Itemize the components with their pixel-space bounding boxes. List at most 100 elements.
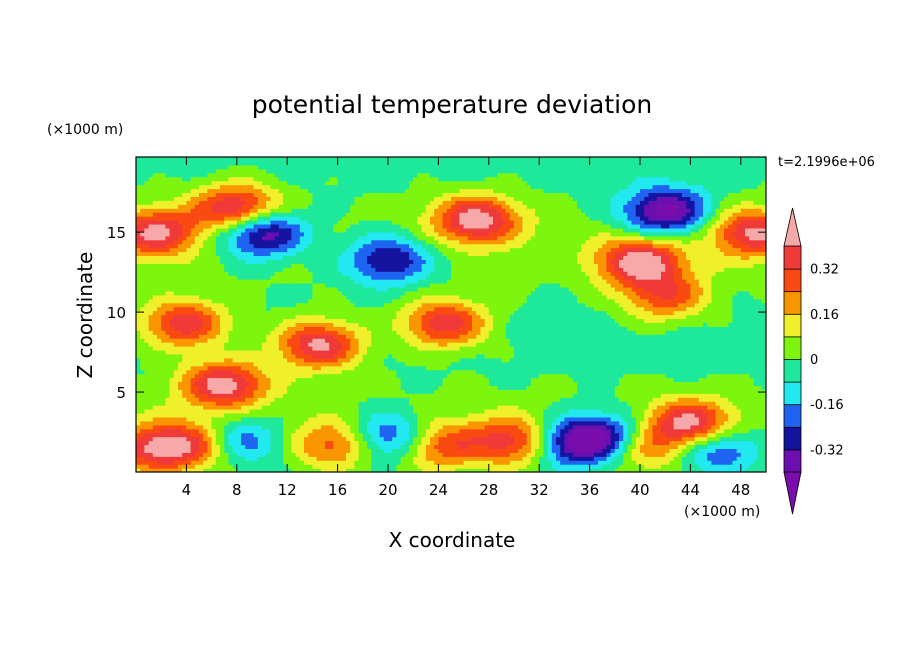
contour-cell [694, 389, 700, 394]
contour-cell [278, 401, 284, 406]
contour-cell [690, 353, 696, 359]
contour-cell [203, 373, 208, 379]
contour-cell [148, 432, 154, 438]
contour-cell [413, 381, 418, 386]
contour-cell [619, 436, 624, 442]
contour-cell [446, 393, 452, 398]
contour-cell [396, 424, 402, 430]
contour-cell [312, 357, 318, 363]
contour-cell [577, 393, 582, 398]
contour-cell [724, 401, 729, 406]
contour-cell [341, 424, 347, 430]
contour-cell [350, 349, 355, 355]
contour-cell [404, 440, 410, 446]
contour-cell [518, 377, 523, 383]
contour-cell [522, 401, 528, 406]
contour-cell [451, 377, 456, 383]
contour-cell [383, 409, 389, 414]
contour-cell [476, 440, 481, 446]
contour-cell [337, 389, 343, 394]
contour-cell [560, 440, 565, 446]
contour-cell [186, 377, 192, 383]
contour-cell [207, 420, 213, 426]
contour-cell [459, 440, 465, 446]
contour-cell [602, 381, 607, 386]
contour-cell [480, 373, 486, 379]
contour-cell [278, 420, 284, 426]
contour-cell [593, 424, 599, 430]
contour-cell [148, 468, 154, 472]
contour-cell [484, 409, 490, 414]
contour-cell [585, 444, 591, 449]
contour-cell [413, 405, 418, 410]
contour-cell [446, 409, 452, 414]
contour-cell [585, 349, 591, 355]
contour-cell [241, 397, 246, 402]
contour-cell [749, 428, 754, 434]
contour-cell [388, 381, 393, 386]
contour-cell [472, 353, 477, 359]
contour-cell [312, 401, 318, 406]
contour-cell [409, 444, 414, 449]
contour-cell [220, 397, 225, 402]
contour-cell [173, 353, 179, 359]
contour-cell [745, 460, 750, 465]
contour-cell [715, 385, 721, 390]
contour-cell [308, 452, 313, 457]
contour-cell [526, 409, 532, 414]
contour-cell [715, 412, 721, 418]
contour-cell [144, 468, 150, 472]
contour-cell [656, 381, 662, 386]
contour-cell [194, 397, 200, 402]
contour-cell [724, 432, 729, 438]
contour-cell [438, 365, 444, 371]
contour-cell [375, 342, 381, 347]
contour-cell [656, 452, 662, 457]
contour-cell [749, 412, 754, 418]
contour-cell [539, 428, 544, 434]
contour-cell [522, 369, 528, 375]
contour-cell [476, 432, 481, 438]
contour-cell [451, 401, 456, 406]
contour-cell [245, 365, 250, 371]
contour-cell [270, 440, 276, 446]
contour-cell [207, 444, 213, 449]
contour-cell [732, 409, 738, 414]
contour-cell [707, 456, 712, 461]
contour-cell [455, 405, 460, 410]
contour-cell [207, 428, 213, 434]
contour-cell [698, 373, 704, 379]
contour-cell [522, 361, 528, 367]
contour-cell [745, 428, 750, 434]
contour-cell [287, 420, 292, 426]
contour-cell [556, 468, 561, 472]
contour-cell [442, 349, 448, 355]
contour-cell [404, 456, 410, 461]
contour-cell [446, 405, 452, 410]
contour-cell [455, 444, 460, 449]
contour-cell [661, 428, 666, 434]
contour-cell [316, 393, 322, 398]
contour-cell [753, 420, 759, 426]
contour-cell [169, 468, 175, 472]
contour-cell [169, 342, 175, 347]
contour-cell [644, 389, 649, 394]
contour-cell [236, 342, 242, 347]
contour-cell [749, 409, 754, 414]
contour-cell [677, 385, 683, 390]
contour-cell [362, 416, 368, 422]
contour-cell [501, 405, 507, 410]
contour-cell [392, 460, 397, 465]
contour-cell [564, 377, 570, 383]
contour-cell [682, 444, 687, 449]
contour-cell [581, 420, 586, 426]
contour-cell [497, 412, 502, 418]
contour-cell [362, 385, 368, 390]
contour-cell [484, 342, 490, 347]
contour-cell [598, 342, 603, 347]
contour-cell [291, 377, 297, 383]
contour-cell [236, 381, 242, 386]
contour-cell [354, 377, 360, 383]
contour-cell [211, 436, 217, 442]
contour-cell [392, 342, 397, 347]
